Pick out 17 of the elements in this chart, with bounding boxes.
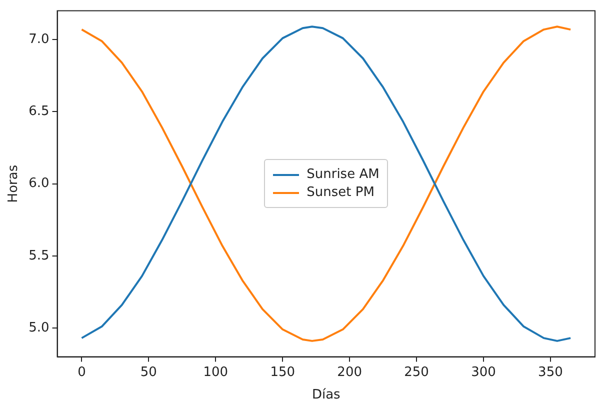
y-tick-label: 6.0 [28, 176, 50, 192]
x-tick-label: 0 [78, 364, 86, 380]
x-tick-label: 50 [140, 364, 157, 380]
x-tick-label: 100 [203, 364, 228, 380]
x-tick-label: 350 [538, 364, 563, 380]
x-tick-label: 150 [270, 364, 296, 380]
x-tick-label: 300 [471, 364, 496, 380]
x-axis-title: Días [312, 388, 341, 403]
x-tick-label: 250 [404, 364, 429, 380]
legend-label: Sunset PM [306, 185, 374, 200]
y-tick-label: 7.0 [28, 32, 50, 48]
y-tick-label: 5.5 [28, 248, 50, 264]
x-tick-label: 200 [337, 364, 362, 380]
legend-label: Sunrise AM [306, 167, 380, 182]
y-tick-label: 5.0 [28, 320, 50, 336]
y-axis-title: Horas [6, 164, 22, 203]
y-tick-label: 6.5 [28, 104, 50, 120]
